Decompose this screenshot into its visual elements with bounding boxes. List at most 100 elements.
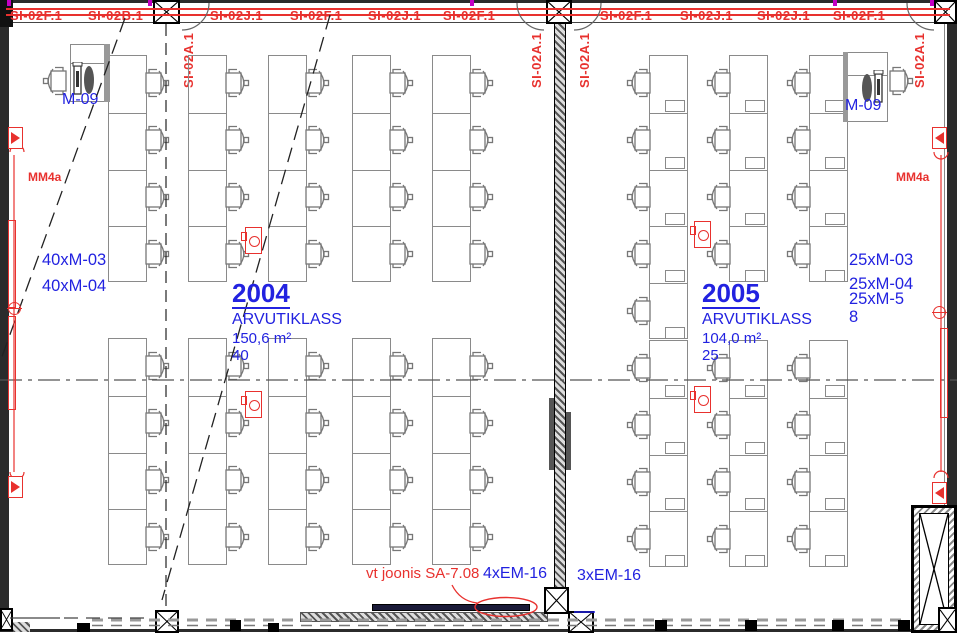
outlet-tab — [690, 391, 696, 400]
steel-column — [153, 0, 180, 24]
chair-icon — [144, 182, 170, 212]
detector-tick — [930, 0, 934, 6]
desk-divider — [109, 112, 146, 114]
chair-icon — [144, 522, 170, 552]
steel-column — [0, 608, 13, 631]
desk-divider — [650, 169, 687, 171]
mullion — [77, 623, 90, 632]
chair-icon — [388, 408, 414, 438]
desk-divider — [650, 397, 687, 399]
chair-icon — [388, 68, 414, 98]
room-stamp-2005: 2005 ARVUTIKLASS 104,0 m² 25 — [702, 280, 812, 364]
chair-icon — [626, 353, 652, 383]
desk-notch — [665, 327, 685, 339]
mullion — [832, 620, 844, 631]
chair-icon — [468, 239, 494, 269]
desk-divider — [650, 454, 687, 456]
wall-device-label: MM4a — [896, 170, 930, 184]
mullion — [268, 623, 279, 632]
speaker-icon — [932, 127, 947, 149]
desk-notch — [665, 213, 685, 226]
desk-edge-band — [104, 44, 110, 102]
desk-divider — [189, 226, 226, 228]
chair-icon — [706, 524, 732, 554]
chair-icon — [468, 465, 494, 495]
desk-divider — [353, 169, 390, 171]
chair-icon — [468, 125, 494, 155]
wall-bottom — [0, 629, 957, 632]
alarm-label: SI-02B.1 — [88, 8, 144, 23]
chair-icon — [388, 351, 414, 381]
desk-notch — [665, 384, 685, 397]
bottom-left-step — [13, 622, 30, 632]
desk-divider — [269, 169, 306, 171]
alarm-label: SI-02A.1 — [529, 32, 544, 88]
chair-icon — [224, 68, 250, 98]
desk-notch — [825, 156, 845, 169]
junction-icon — [7, 302, 22, 315]
chair-icon — [706, 353, 732, 383]
mullion — [655, 620, 667, 631]
chair-icon — [468, 408, 494, 438]
chair-icon — [626, 524, 652, 554]
room-type: ARVUTIKLASS — [232, 311, 342, 328]
desk-notch — [825, 441, 845, 454]
desk-divider — [109, 226, 146, 228]
steel-column — [546, 0, 572, 24]
alarm-label: SI-02J.1 — [210, 8, 264, 23]
desk-edge-band — [843, 52, 848, 122]
room-number: 2004 — [232, 278, 290, 309]
desk-divider — [269, 395, 306, 397]
detector-tick — [833, 0, 837, 6]
chair-icon — [144, 351, 170, 381]
chair-icon — [786, 182, 812, 212]
desk-divider — [810, 169, 847, 171]
chair-icon — [786, 68, 812, 98]
outlet-circle — [698, 395, 709, 406]
equipment-label: 25xM-5 — [849, 290, 905, 308]
desk-divider — [730, 112, 767, 114]
desk-notch — [745, 99, 765, 112]
desk-notch — [665, 498, 685, 511]
desk-notch — [825, 384, 845, 397]
desk-notch — [825, 555, 845, 568]
alarm-label: SI-02F.1 — [600, 8, 653, 23]
see-drawing-note: vt joonis SA-7.08 — [366, 565, 480, 582]
monitor-label: M-09 — [845, 97, 882, 114]
speaker-triangle — [935, 487, 944, 499]
desk-divider — [109, 169, 146, 171]
alarm-label: SI-02J.1 — [680, 8, 734, 23]
desk-notch — [825, 99, 845, 112]
chair-icon — [468, 522, 494, 552]
room-seats: 25 — [702, 347, 719, 364]
desk-strip — [268, 55, 307, 283]
desk-divider — [109, 509, 146, 511]
wall-top — [0, 0, 957, 3]
red-arc-right-bottom — [933, 470, 949, 479]
desk-divider — [269, 452, 306, 454]
room-number: 2005 — [702, 278, 760, 309]
chair-icon — [224, 125, 250, 155]
steel-column — [934, 0, 957, 24]
chair-icon — [304, 125, 330, 155]
chair-icon — [388, 239, 414, 269]
chair-icon — [468, 68, 494, 98]
bottom-plinth — [300, 612, 548, 622]
desk-notch — [825, 498, 845, 511]
desk-strip — [809, 340, 848, 568]
room-area: 150,6 m² — [232, 330, 292, 347]
teacher-chair-icon — [888, 66, 914, 96]
chair-icon — [786, 125, 812, 155]
chair-icon — [706, 239, 732, 269]
desk-divider — [353, 226, 390, 228]
power-outlet-icon — [241, 391, 262, 418]
alarm-label: SI-02F.1 — [10, 8, 63, 23]
desk-strip — [729, 340, 768, 568]
equipment-label: 40xM-03 — [42, 251, 107, 269]
shaft-x-brace — [919, 513, 949, 625]
chair-icon — [626, 296, 652, 326]
desk-notch — [665, 555, 685, 568]
wall-device-label: MM4a — [28, 170, 62, 184]
chair-icon — [224, 465, 250, 495]
